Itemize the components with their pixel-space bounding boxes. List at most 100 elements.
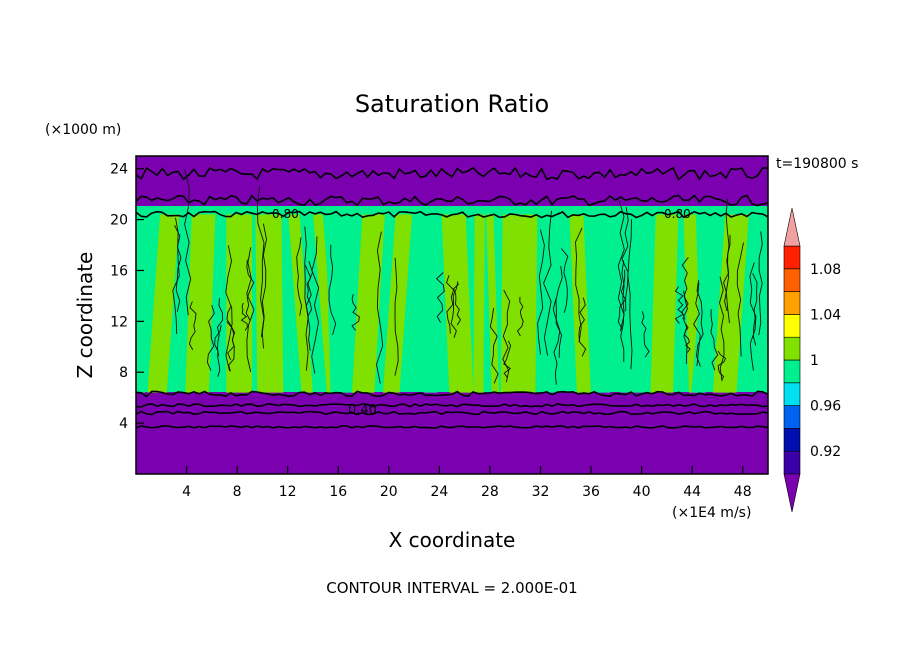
plot-area: 0.40 0.80 0.80	[136, 156, 768, 474]
y-tick-label: 8	[119, 365, 128, 381]
plot-frame	[135, 155, 769, 475]
contour-filament	[435, 272, 445, 323]
contour-label: 0.80	[272, 207, 299, 221]
x-tick-label: 36	[582, 484, 600, 500]
x-tick-label: 32	[532, 484, 550, 500]
x-tick-label: 20	[380, 484, 398, 500]
saturation-stripe	[424, 214, 439, 393]
y-axis-label: Z coordinate	[73, 252, 97, 379]
contour-filament	[226, 305, 236, 361]
contour-filament	[188, 301, 197, 351]
colorbar-label: 1.04	[810, 307, 841, 323]
contour-filament	[376, 231, 384, 384]
x-tick-label: 4	[182, 484, 191, 500]
contour-filament	[682, 290, 688, 365]
saturation-stripe	[352, 214, 385, 393]
contour-filament	[351, 294, 360, 331]
contour-filament	[450, 281, 459, 338]
contour-filament	[225, 245, 233, 372]
dry-region-bottom	[136, 390, 768, 474]
colorbar-swatch	[783, 405, 801, 429]
colorbar-swatch	[783, 291, 801, 315]
saturation-stripe	[136, 214, 157, 393]
contour-filament	[453, 283, 462, 326]
contour-filament	[445, 275, 455, 334]
contour-line	[136, 425, 768, 429]
contour-filament	[578, 297, 587, 357]
colorbar-min-arrow	[783, 473, 801, 513]
saturation-stripe	[441, 214, 474, 393]
saturation-stripe	[542, 214, 564, 393]
colorbar-swatch	[783, 450, 801, 475]
x-axis-label: X coordinate	[389, 528, 516, 552]
x-tick-label: 40	[633, 484, 651, 500]
chart-title: Saturation Ratio	[355, 90, 549, 118]
contour-filament	[328, 244, 337, 336]
y-unit-label: (×1000 m)	[45, 122, 121, 138]
x-tick-label: 12	[279, 484, 297, 500]
y-axis: 4 8 12 16 20 24	[110, 162, 144, 432]
contour-filament	[674, 286, 684, 324]
contour-filament	[627, 219, 633, 370]
contour-filament	[311, 236, 320, 374]
contour-filament	[620, 260, 625, 362]
contour-filament	[394, 257, 399, 376]
contour-filament	[216, 298, 224, 357]
x-tick-label: 44	[683, 484, 701, 500]
x-tick-label: 8	[233, 484, 242, 500]
contour-label: 0.40	[348, 403, 377, 418]
contour-filament	[543, 210, 552, 356]
colorbar-label: 0.92	[810, 444, 841, 460]
colorbar-swatch	[783, 314, 801, 338]
saturation-stripe	[147, 214, 180, 393]
contour-filament	[693, 282, 701, 367]
saturation-stripe	[762, 214, 768, 393]
y-tick-label: 24	[110, 162, 128, 178]
colorbar-label: 1	[810, 353, 819, 369]
time-label: t=190800 s	[776, 156, 858, 172]
colorbar-swatch	[783, 336, 801, 361]
colorbar-swatch	[783, 245, 801, 270]
contour-filament	[489, 307, 499, 384]
contour-filament	[304, 226, 309, 371]
x-axis: 4 8 12 16 20 24 28 32 36 40 44 48	[182, 466, 752, 500]
saturation-stripe	[473, 214, 485, 393]
contour-filament	[617, 200, 625, 332]
contour-filament	[184, 169, 192, 316]
contour-filament	[683, 323, 691, 353]
y-tick-label: 16	[110, 263, 128, 279]
contour-filament	[174, 225, 182, 312]
contour-filament	[719, 276, 725, 382]
contour-filament	[256, 185, 265, 338]
contour-line	[136, 390, 768, 398]
x-tick-label: 28	[481, 484, 499, 500]
contour-filament	[552, 298, 561, 385]
contour-line	[136, 166, 768, 181]
contour-filament	[304, 264, 313, 316]
contour-filament	[245, 259, 255, 321]
colorbar-swatch	[783, 268, 801, 292]
dry-region-top	[136, 156, 768, 208]
contour-line	[136, 402, 768, 408]
contour-filament	[560, 248, 569, 313]
y-tick-label: 4	[119, 416, 128, 432]
colorbar-swatch	[783, 359, 801, 384]
contour-filament	[206, 304, 215, 371]
saturation-stripe	[255, 214, 284, 393]
colorbar-max-arrow	[783, 207, 801, 247]
saturation-stripe	[569, 214, 591, 393]
contour-filament	[502, 289, 511, 383]
contour-filament	[725, 198, 730, 324]
contour-filament	[696, 279, 704, 367]
x-tick-label: 48	[734, 484, 752, 500]
contour-filament	[516, 296, 524, 337]
y-tick-label: 20	[110, 213, 128, 229]
contour-filament	[296, 237, 303, 316]
contour-filament	[575, 227, 583, 343]
contour-label: 0.80	[664, 207, 691, 221]
colorbar-label: 1.08	[810, 262, 841, 278]
contour-filament	[172, 217, 180, 335]
contour-filament	[240, 302, 248, 331]
contour-interval-note: CONTOUR INTERVAL = 2.000E-01	[326, 579, 577, 597]
y-tick-label: 12	[110, 314, 128, 330]
